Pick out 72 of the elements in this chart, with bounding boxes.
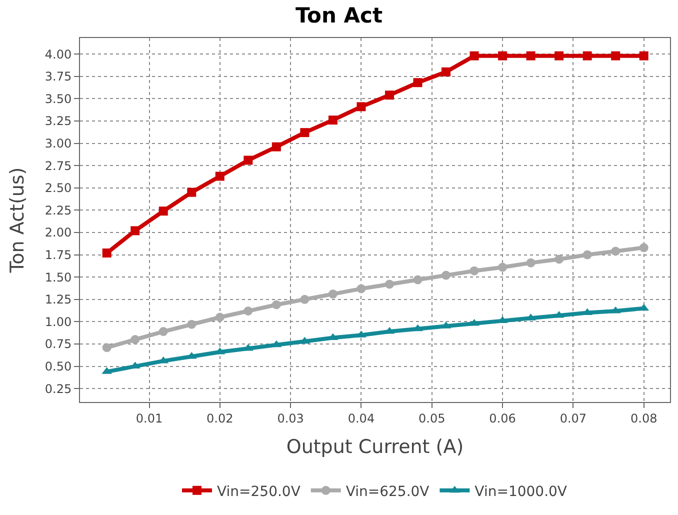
y-tick-label: 3.00 (44, 136, 72, 150)
x-tick-label: 0.03 (277, 411, 304, 426)
y-tick-label: 0.50 (44, 360, 72, 374)
point (215, 312, 224, 322)
x-tick-label: 0.05 (418, 411, 446, 426)
y-tick-label: 1.00 (44, 314, 72, 329)
point (187, 188, 196, 197)
point (413, 78, 422, 88)
y-tick-label: 3.50 (44, 92, 72, 106)
point (554, 51, 564, 60)
point (442, 67, 451, 76)
point (526, 51, 536, 60)
point (158, 327, 168, 336)
x-tick-label: 0.02 (206, 411, 234, 426)
x-tick-label: 0.06 (489, 411, 516, 426)
point (470, 266, 479, 276)
y-axis-title: Ton Act(us) (6, 167, 29, 274)
point (639, 51, 648, 60)
x-tick-label: 0.01 (136, 411, 163, 426)
point (328, 116, 338, 125)
point (582, 250, 592, 260)
point (300, 294, 310, 304)
point (300, 128, 310, 138)
point (469, 318, 480, 326)
point (187, 320, 196, 329)
point (158, 206, 168, 216)
point (498, 51, 508, 60)
y-tick-label: 0.25 (44, 382, 72, 396)
point (498, 262, 508, 272)
y-tick-label: 2.75 (44, 158, 72, 173)
point (526, 258, 536, 268)
y-tick-label: 3.75 (44, 70, 72, 84)
point (272, 300, 281, 310)
y-tick-label: 2.25 (44, 203, 72, 218)
point (639, 243, 648, 252)
point (442, 270, 451, 280)
point (328, 290, 338, 299)
point (554, 254, 564, 264)
point (244, 156, 253, 165)
x-tick-label: 0.08 (630, 411, 658, 426)
point (102, 248, 112, 258)
x-tick-label: 0.04 (348, 411, 375, 426)
point (356, 284, 366, 294)
point (130, 226, 140, 236)
point (102, 343, 112, 352)
point (413, 275, 422, 284)
point (130, 335, 140, 344)
point (384, 280, 394, 289)
y-tick-label: 1.25 (44, 292, 72, 307)
y-tick-label: 2.00 (44, 226, 72, 240)
chart-title: Ton Act (296, 3, 382, 28)
y-tick-label: 4.00 (44, 47, 72, 62)
y-tick-label: 3.25 (44, 114, 72, 128)
x-axis-title: Output Current (A) (286, 436, 464, 458)
point (272, 142, 281, 152)
y-tick-label: 1.50 (44, 270, 72, 284)
legend-label: Vin=1000.0V (474, 484, 568, 500)
legend-label: Vin=250.0V (217, 484, 301, 500)
y-tick-label: 0.75 (44, 337, 72, 352)
y-tick-label: 2.50 (44, 181, 72, 196)
point (356, 102, 366, 112)
legend-label: Vin=625.0V (346, 484, 430, 500)
point (244, 306, 253, 316)
point (215, 172, 224, 181)
y-tick-label: 1.75 (44, 248, 72, 262)
x-tick-label: 0.07 (560, 411, 587, 426)
point (611, 246, 620, 256)
point (384, 90, 394, 100)
point (582, 51, 592, 60)
point (611, 51, 620, 60)
point (412, 324, 423, 332)
point (470, 51, 479, 60)
